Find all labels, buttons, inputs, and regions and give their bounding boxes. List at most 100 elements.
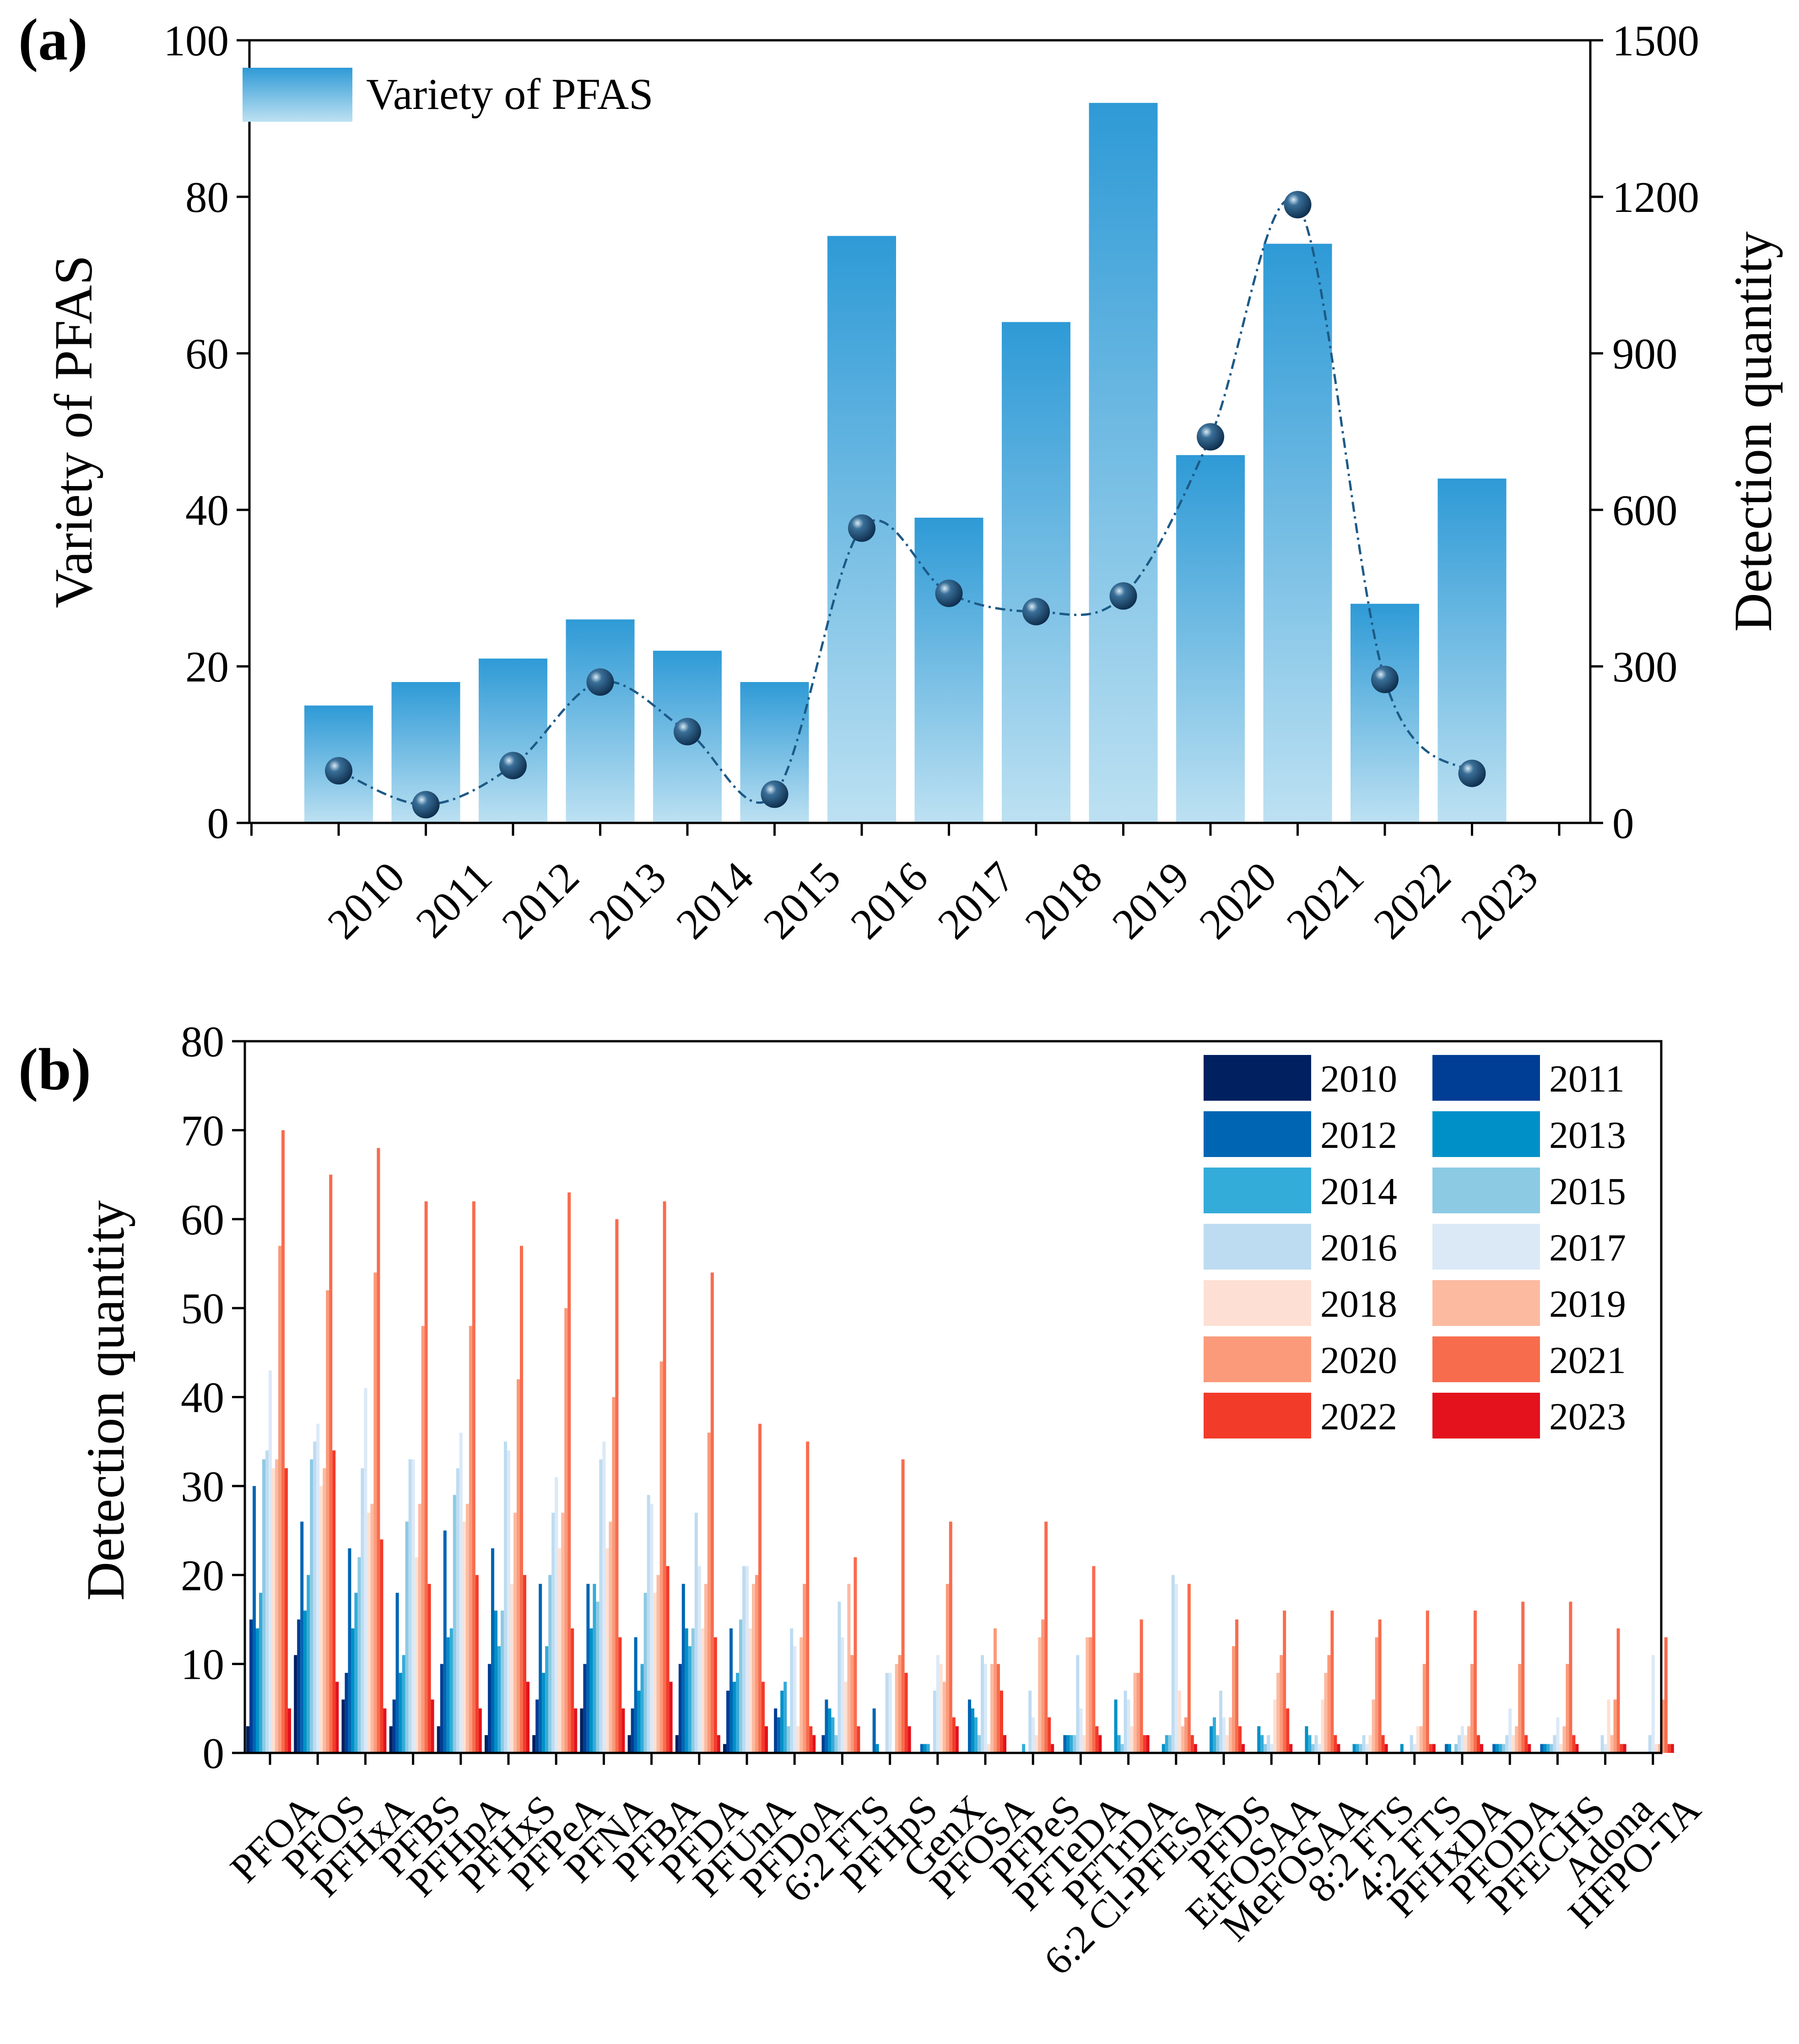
bar-PFHxA-2017 [364,1388,367,1753]
bar-PFDS-2023 [1242,1744,1245,1753]
bar-6:2 Cl-PFESA-2023 [1194,1744,1197,1753]
bar-PFHxDA-2013 [1448,1744,1451,1753]
bar-4:2 FTS-2013 [1400,1744,1404,1753]
bar-HFPO-TA-2018 [1654,1744,1658,1753]
bar-PFPeS-2022 [1048,1717,1051,1753]
bar-PFTeDA-2023 [1098,1735,1102,1753]
left-tick-label: 100 [164,16,229,65]
bar-PFHxDA-2023 [1480,1744,1483,1753]
bar-4:2 FTS-2019 [1419,1726,1423,1753]
bar-PFPeA-2017 [555,1477,558,1753]
bar-PFTrDA-2023 [1146,1735,1150,1753]
detection-point-2021 [1284,191,1312,219]
bar-PFDA-2013 [685,1628,688,1753]
bar-6:2 Cl-PFESA-2014 [1165,1735,1168,1753]
bar-PFPeS-2014 [1022,1744,1026,1753]
bar-PFHpA-2018 [462,1521,466,1753]
bar-PFHxA-2019 [370,1503,374,1753]
bar-GenX-2016 [933,1690,936,1753]
bar-MeFOSAA-2015 [1311,1744,1315,1753]
bar-PFNA-2022 [618,1637,622,1753]
bar-PFHxDA-2012 [1445,1744,1448,1753]
bar-PFHpA-2021 [472,1201,475,1753]
bar-PFECHS-2017 [1556,1717,1560,1753]
bar-PFUnA-2010 [723,1744,726,1753]
bar-PFOA-2010 [246,1726,249,1753]
bar-PFBS-2023 [431,1699,434,1753]
bar-PFUnA-2016 [742,1566,746,1753]
bar-PFHxA-2010 [341,1699,345,1753]
bar-MeFOSAA-2020 [1327,1655,1331,1753]
bar-PFBS-2020 [421,1326,425,1753]
detection-point-2017 [935,579,963,607]
bar-PFOA-2020 [278,1246,281,1753]
bar-EtFOSAA-2017 [1270,1744,1274,1753]
bar-HFPO-TA-2021 [1664,1637,1668,1753]
bar-8:2 FTS-2017 [1365,1744,1369,1753]
bar-6:2 FTS-2012 [825,1699,828,1753]
panel-a-label: (a) [18,7,88,73]
bar-PFDA-2022 [713,1637,717,1753]
variety-bar-2017 [914,518,983,823]
bar-PFOSA-2019 [990,1664,994,1753]
legend-label-2010: 2010 [1320,1058,1397,1100]
bar-PFHpS-2023 [908,1726,911,1753]
bar-PFDS-2013 [1210,1726,1213,1753]
panel-a-left-axis: 0 20 40 60 80 100 [164,16,249,848]
bar-6:2 FTS-2011 [821,1735,825,1753]
bar-PFDA-2011 [678,1664,682,1753]
bar-PFOSA-2015 [978,1735,981,1753]
bar-PFPeA-2016 [551,1513,555,1753]
bar-EtFOSAA-2018 [1273,1699,1277,1753]
bar-PFECHS-2014 [1546,1744,1550,1753]
bar-PFBA-2019 [656,1575,660,1753]
bar-PFDA-2020 [707,1433,711,1753]
bar-PFTrDA-2022 [1143,1735,1146,1753]
bar-GenX-2018 [939,1664,943,1753]
bar-PFDA-2015 [691,1628,695,1753]
legend-label-2014: 2014 [1320,1170,1397,1213]
bar-PFNA-2017 [602,1441,606,1753]
bar-PFDS-2014 [1213,1717,1216,1753]
legend-label-2022: 2022 [1320,1395,1397,1438]
bar-PFECHS-2020 [1566,1664,1569,1753]
bar-PFHxS-2022 [523,1575,526,1753]
bar-PFOSA-2022 [1000,1690,1003,1753]
bar-6:2 Cl-PFESA-2020 [1184,1717,1188,1753]
bar-PFUnA-2018 [749,1628,752,1753]
bar-PFPeA-2023 [574,1708,578,1753]
bar-PFDA-2018 [701,1628,704,1753]
bar-PFHxS-2010 [485,1735,488,1753]
bar-6:2 FTS-2019 [847,1584,851,1753]
bar-PFHxS-2017 [507,1450,510,1753]
panel-a-y2-axis-title: Detection quantity [1723,232,1783,632]
bar-MeFOSAA-2022 [1334,1735,1337,1753]
bar-PFDS-2016 [1219,1690,1222,1753]
bar-PFTeDA-2021 [1092,1566,1096,1753]
bar-PFHxA-2022 [380,1539,384,1753]
bar-Adona-2017 [1604,1744,1607,1753]
bar-PFBA-2018 [653,1593,657,1753]
right-tick-label: 300 [1612,643,1678,691]
panel-a-bars [304,103,1507,823]
bar-PFDoA-2018 [796,1726,800,1753]
legend-label-2012: 2012 [1320,1114,1397,1157]
variety-bar-2018 [1002,322,1070,823]
bar-PFBS-2017 [411,1459,415,1753]
bar-PFOS-2013 [303,1611,307,1753]
year-label-2015: 2015 [754,852,850,948]
bar-PFTeDA-2012 [1063,1735,1067,1753]
bar-4:2 FTS-2022 [1429,1744,1432,1753]
bar-PFHpA-2017 [459,1433,463,1753]
bar-PFODA-2016 [1505,1735,1509,1753]
bar-PFNA-2021 [615,1219,619,1753]
bar-PFDoA-2013 [780,1690,784,1753]
bar-PFECHS-2022 [1572,1735,1576,1753]
bar-PFOA-2022 [285,1468,288,1753]
legend-swatch-2021 [1432,1336,1540,1382]
bar-PFECHS-2021 [1569,1601,1572,1753]
bar-PFNA-2013 [589,1628,593,1753]
bar-PFOSA-2018 [987,1744,990,1753]
legend-swatch-2019 [1432,1280,1540,1326]
